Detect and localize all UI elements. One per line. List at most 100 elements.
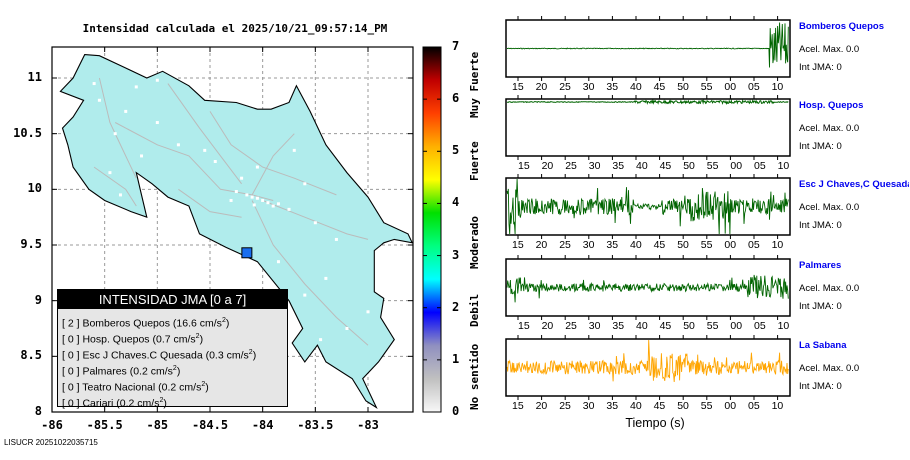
town-dot: [213, 160, 217, 163]
time-tick-label: 45: [653, 400, 666, 412]
time-tick-label: 35: [612, 160, 625, 172]
seismogram-frame: [505, 98, 791, 157]
x-tick-label: -85.5: [86, 418, 123, 432]
legend-station: Cariari: [82, 397, 114, 410]
time-tick-label: 40: [636, 320, 648, 332]
time-tick-label: 15: [518, 320, 530, 332]
time-tick-label: 40: [636, 160, 648, 172]
time-tick-label: 00: [730, 320, 743, 332]
colorbar-tick-label: 3: [452, 247, 460, 262]
station-accel-max: Acel. Max. 0.0: [799, 44, 860, 55]
legend-accel-exp: 2: [201, 381, 206, 388]
colorbar-category-label: Moderado: [468, 216, 481, 270]
colorbar-category-label: Muy Fuerte: [468, 51, 481, 118]
legend-intensity: [ 0 ]: [62, 397, 80, 410]
town-dot: [324, 276, 328, 280]
time-tick-label: 00: [724, 81, 737, 93]
time-tick-label: 55: [706, 320, 719, 332]
town-dot: [252, 203, 256, 207]
seismogram-trace: [506, 339, 789, 383]
seismogram-frame: [505, 338, 791, 397]
road-line: [209, 111, 337, 196]
colorbar-category-label: Fuerte: [468, 140, 481, 181]
x-tick-label: -83.5: [297, 418, 334, 432]
town-dot: [303, 182, 307, 186]
map-frame: [51, 46, 414, 413]
town-dot: [261, 198, 265, 202]
time-tick-label: 20: [535, 81, 548, 93]
time-tick-label: 20: [541, 320, 554, 332]
legend-intensity: [ 0 ]: [62, 381, 80, 394]
time-tick-label: 10: [771, 239, 784, 251]
town-dot: [287, 207, 291, 211]
seismogram-2: [505, 174, 791, 239]
seismogram-panels: [505, 16, 791, 400]
road-line: [262, 200, 369, 240]
town-dot: [134, 85, 138, 89]
seismogram-4: [505, 335, 791, 400]
road-line: [98, 77, 137, 179]
town-dot: [255, 196, 259, 200]
time-tick-label: 50: [683, 160, 695, 172]
time-tick-label: 00: [724, 400, 737, 412]
time-tick-label: 55: [700, 400, 713, 412]
colorbar-tick-label: 4: [452, 195, 460, 210]
road-line: [178, 188, 242, 218]
costa-rica-land: [59, 54, 414, 409]
time-tick-label: 05: [748, 239, 760, 251]
legend-accel-close: ): [252, 349, 257, 362]
time-tick-label: 05: [754, 320, 766, 332]
station-int-jma: Int JMA: 0: [799, 301, 842, 312]
y-tick-label: 9: [34, 292, 42, 307]
colorbar-tick-label: 7: [452, 39, 460, 53]
colorbar-tick-label: 1: [452, 351, 460, 366]
x-tick-label: -84: [251, 418, 274, 432]
map-title: Intensidad calculada el 2025/10/21_09:57…: [82, 22, 388, 35]
station-int-jma: Int JMA: 0: [799, 220, 842, 231]
seismogram-trace: [507, 22, 789, 68]
town-dot: [319, 338, 323, 342]
station-name: Palmares: [799, 260, 842, 271]
y-tick-label: 8.5: [20, 348, 42, 363]
legend-item: [ 2 ] Bomberos Quepos (16.6 cm/s2): [58, 313, 287, 330]
town-dot: [266, 201, 270, 205]
town-dot: [108, 171, 112, 175]
seismogram-frame: [505, 258, 791, 317]
x-tick-label: -84.5: [191, 418, 229, 432]
legend-accel-close: ): [225, 317, 230, 330]
time-tick-label: 30: [588, 320, 601, 332]
time-tick-label: 10: [777, 160, 790, 172]
legend-intensity: [ 0 ]: [62, 333, 80, 346]
station-int-jma: Int JMA: 0: [799, 141, 842, 152]
legend-intensity: [ 0 ]: [62, 365, 80, 378]
town-dot: [287, 310, 291, 314]
station-name: Bomberos Quepos: [799, 21, 884, 32]
road-line: [251, 133, 295, 196]
map-land: [59, 54, 414, 409]
town-dot: [92, 82, 96, 86]
time-tick-label: 30: [582, 239, 595, 251]
legend-title: INTENSIDAD JMA [0 a 7]: [58, 290, 287, 309]
time-tick-label: 00: [730, 160, 743, 172]
colorbar-scale: [422, 46, 442, 413]
time-tick-label: 50: [677, 81, 689, 93]
map-ticks: [51, 47, 413, 413]
road-line: [93, 166, 137, 207]
seismogram-frame: [505, 19, 791, 78]
time-tick-label: 10: [777, 320, 790, 332]
legend-accel: (16.6 cm/s: [172, 317, 222, 330]
y-tick-label: 10: [27, 181, 42, 196]
town-dot: [334, 237, 338, 241]
time-tick-label: 35: [612, 320, 625, 332]
time-tick-label: 40: [630, 400, 642, 412]
legend-accel: (0.2 cm/s: [129, 365, 173, 378]
time-tick-label: 45: [653, 239, 666, 251]
time-tick-label: 25: [565, 320, 577, 332]
town-dot: [276, 202, 280, 206]
colorbar-tick-label: 2: [452, 299, 460, 314]
time-tick-label: 35: [606, 239, 619, 251]
town-dot: [292, 148, 296, 152]
footer-id: LISUCR 20251022035715: [4, 438, 98, 447]
time-tick-label: 55: [700, 239, 713, 251]
time-tick-label: 45: [659, 320, 672, 332]
